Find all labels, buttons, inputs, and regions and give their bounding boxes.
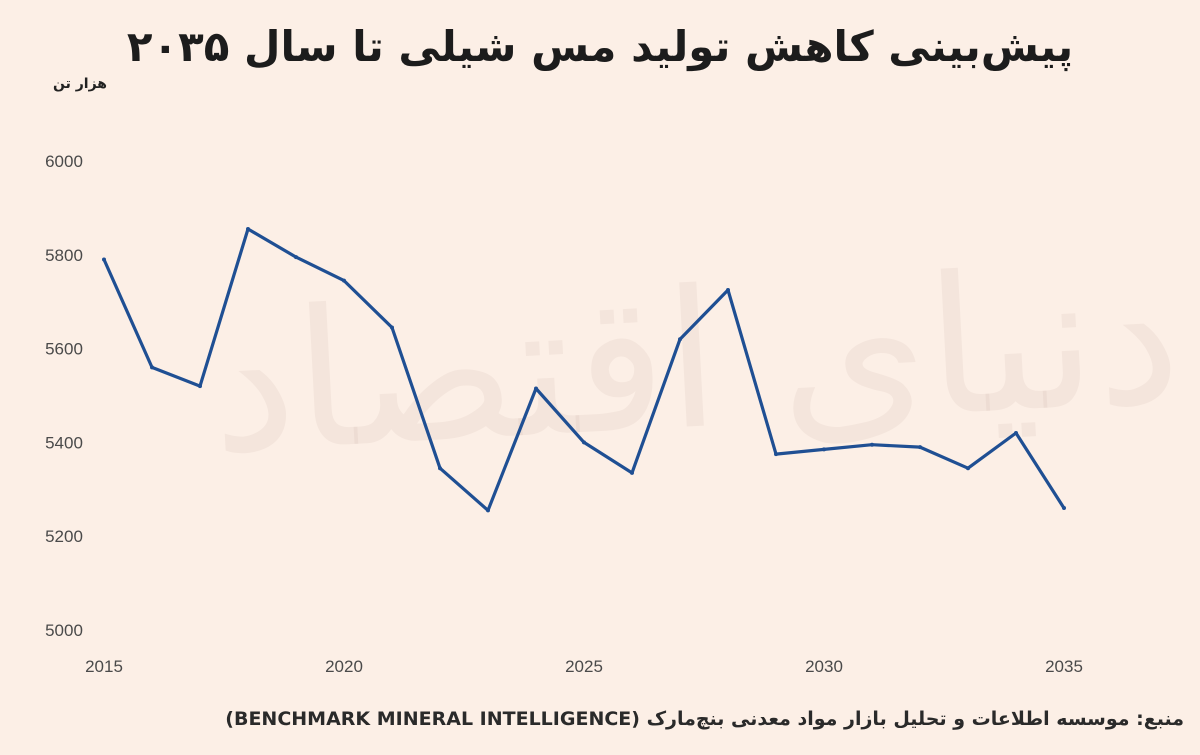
x-tick-label: 2015 <box>85 657 123 676</box>
x-tick-label: 2025 <box>565 657 603 676</box>
y-tick-label: 6000 <box>45 152 83 171</box>
data-point <box>870 442 874 447</box>
data-point <box>534 386 538 391</box>
y-tick-label: 5800 <box>45 246 83 265</box>
data-point <box>1014 431 1018 436</box>
data-point <box>966 466 970 471</box>
data-point <box>726 287 730 292</box>
y-axis-unit-label: هزار تن <box>52 76 107 92</box>
data-point <box>678 337 682 342</box>
data-points <box>102 227 1066 513</box>
data-point <box>1062 506 1066 511</box>
x-tick-label: 2030 <box>805 657 843 676</box>
y-tick-label: 5200 <box>45 527 83 546</box>
x-tick-label: 2020 <box>325 657 363 676</box>
data-point <box>294 255 298 260</box>
data-point <box>438 466 442 471</box>
data-point <box>630 470 634 475</box>
y-tick-label: 5600 <box>45 340 83 359</box>
x-tick-label: 2035 <box>1045 657 1083 676</box>
data-point <box>198 384 202 389</box>
data-point <box>822 447 826 452</box>
y-tick-label: 5400 <box>45 433 83 452</box>
data-point <box>102 257 106 262</box>
chart-title: پیش‌بینی کاهش تولید مس شیلی تا سال ۲۰۳۵ <box>126 22 1074 71</box>
x-axis-ticks: 2015 2020 2025 2030 2035 <box>85 657 1083 676</box>
data-point <box>342 278 346 283</box>
y-axis-ticks: 5000 5200 5400 5600 5800 6000 <box>45 152 83 640</box>
data-point <box>390 325 394 330</box>
y-tick-label: 5000 <box>45 621 83 640</box>
data-point <box>774 452 778 457</box>
data-point <box>486 508 490 513</box>
series-line <box>102 227 1066 512</box>
source-note: منبع: موسسه اطلاعات و تحلیل بازار مواد م… <box>225 708 1184 730</box>
data-point <box>918 445 922 450</box>
data-point <box>582 440 586 445</box>
data-point <box>246 227 250 232</box>
data-point <box>150 365 154 370</box>
